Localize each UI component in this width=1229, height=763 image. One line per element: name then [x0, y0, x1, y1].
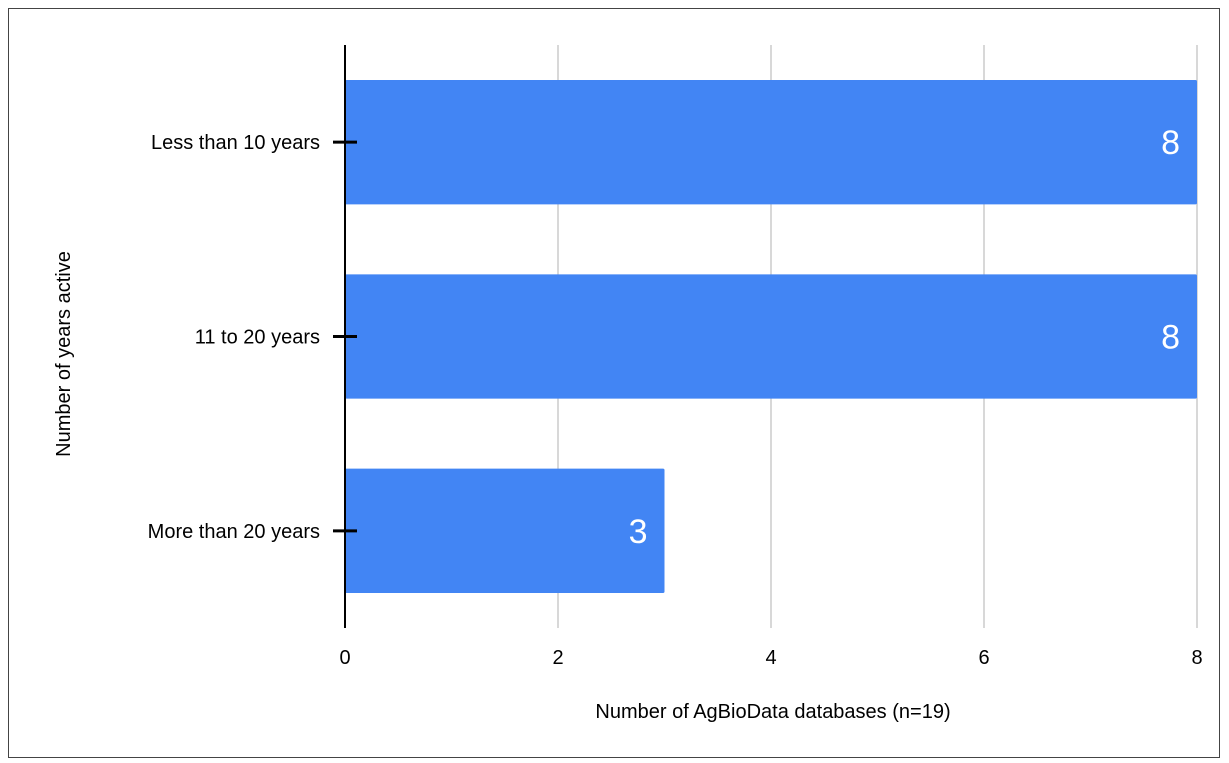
y-axis-title: Number of years active — [53, 251, 75, 457]
y-category-label: 11 to 20 years — [195, 327, 320, 349]
x-tick-label: 6 — [978, 647, 989, 669]
y-category-label: Less than 10 years — [151, 132, 320, 154]
bar-value-label: 3 — [629, 513, 648, 551]
bars: 8 8 3 — [345, 79, 1197, 594]
bar — [345, 79, 1197, 205]
bar-value-label: 8 — [1161, 319, 1180, 357]
x-axis-title: Number of AgBioData databases (n=19) — [595, 701, 950, 723]
bar — [345, 468, 665, 594]
y-category-label: More than 20 years — [148, 521, 320, 543]
x-tick-label: 4 — [765, 647, 776, 669]
x-tick-label: 8 — [1191, 647, 1202, 669]
x-tick-label: 0 — [339, 647, 350, 669]
x-tick-label: 2 — [552, 647, 563, 669]
bar — [345, 274, 1197, 399]
bar-value-label: 8 — [1161, 124, 1180, 162]
tick-labels: 0 2 4 6 8 Less than 10 years 11 to 20 years Mor… — [148, 132, 1203, 669]
